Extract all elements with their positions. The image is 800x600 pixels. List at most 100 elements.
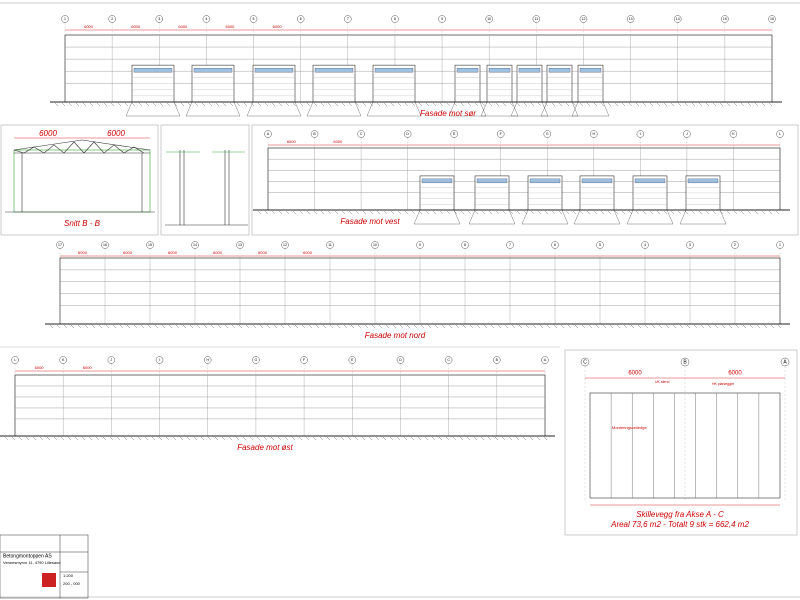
ground-hatch <box>586 102 591 107</box>
axis-label: 14 <box>676 17 680 21</box>
door-windows <box>254 68 294 73</box>
axis-label: D <box>399 358 402 362</box>
ground-hatch <box>441 324 446 329</box>
axis-bubble <box>686 241 694 249</box>
ground-hatch <box>707 324 712 329</box>
ground-hatch <box>74 436 79 441</box>
ground-hatch <box>494 436 499 441</box>
axis-bubble <box>626 15 635 23</box>
axis-label: 15 <box>723 17 727 21</box>
dimension-label: 6000 <box>107 129 125 138</box>
ground-hatch <box>418 210 423 215</box>
ground-hatch <box>467 102 472 107</box>
ground-hatch <box>284 436 289 441</box>
axis-label: C <box>447 358 450 362</box>
dimension-label: 6000 <box>123 250 133 255</box>
section-frame <box>0 124 159 236</box>
ground-hatch <box>376 102 381 107</box>
axis-label: A <box>267 132 270 136</box>
ground-hatch <box>558 102 563 107</box>
ground-hatch <box>719 102 724 107</box>
ground-hatch <box>238 324 243 329</box>
axis-bubble <box>444 356 453 364</box>
axis-bubble <box>191 241 199 249</box>
ground-hatch <box>60 436 65 441</box>
ground-hatch <box>495 102 500 107</box>
ground-hatch <box>382 436 387 441</box>
ground-hatch <box>397 102 402 107</box>
door-windows <box>634 178 666 184</box>
ground-hatch <box>355 102 360 107</box>
ground-hatch <box>126 324 131 329</box>
ground-hatch <box>775 210 780 215</box>
ground-hatch <box>663 102 668 107</box>
ground-hatch <box>315 324 320 329</box>
ground-hatch <box>607 210 612 215</box>
ground-hatch <box>180 102 185 107</box>
ground-hatch <box>327 210 332 215</box>
ground-hatch <box>168 324 173 329</box>
ground-hatch <box>137 436 142 441</box>
ground-hatch <box>481 210 486 215</box>
axis-label: 5 <box>253 17 255 21</box>
ground-hatch <box>700 324 705 329</box>
ground-hatch <box>565 210 570 215</box>
ground-hatch <box>341 102 346 107</box>
ground-hatch <box>593 210 598 215</box>
ground-hatch <box>165 436 170 441</box>
axis-label: 2 <box>734 243 736 247</box>
ground-hatch <box>733 210 738 215</box>
axis-bubble <box>310 130 319 138</box>
ground-hatch <box>399 324 404 329</box>
ground-hatch <box>459 436 464 441</box>
ground-hatch <box>306 210 311 215</box>
ground-hatch <box>537 210 542 215</box>
ground-hatch <box>595 324 600 329</box>
ground-hatch <box>593 102 598 107</box>
axis-bubble <box>461 241 469 249</box>
door-windows <box>374 68 414 73</box>
ground-hatch <box>677 210 682 215</box>
ground-hatch <box>292 102 297 107</box>
ground-hatch <box>630 324 635 329</box>
ground-hatch <box>390 210 395 215</box>
axis-label: F <box>500 132 502 136</box>
dimension-label: 6000 <box>39 129 57 138</box>
ground-hatch <box>579 210 584 215</box>
ground-hatch <box>319 436 324 441</box>
ground-hatch <box>544 102 549 107</box>
ground-hatch <box>574 324 579 329</box>
axis-bubble <box>56 241 64 249</box>
ground-hatch <box>362 210 367 215</box>
axis-label: D <box>406 132 409 136</box>
ground-hatch <box>271 102 276 107</box>
ground-hatch <box>637 324 642 329</box>
axis-bubble <box>636 130 645 138</box>
ground-hatch <box>242 436 247 441</box>
ground-hatch <box>159 102 164 107</box>
axis-label: 13 <box>238 243 242 247</box>
ground-hatch <box>63 324 68 329</box>
ground-hatch <box>207 436 212 441</box>
axis-bubble <box>296 15 305 23</box>
ground-hatch <box>656 102 661 107</box>
ground-hatch <box>277 436 282 441</box>
ground-hatch <box>336 324 341 329</box>
ground-hatch <box>663 210 668 215</box>
axis-label: K <box>732 132 735 136</box>
axis-bubble <box>721 15 729 23</box>
axis-bubble <box>155 356 164 364</box>
ground-hatch <box>761 210 766 215</box>
axis-bubble <box>300 356 308 364</box>
ground-hatch <box>705 210 710 215</box>
ground-hatch <box>509 102 514 107</box>
ground-hatch <box>221 436 226 441</box>
ground-hatch <box>46 436 51 441</box>
door-windows <box>314 68 354 73</box>
axis-label: 1 <box>779 243 781 247</box>
ground-hatch <box>312 436 317 441</box>
ground-hatch <box>392 324 397 329</box>
ground-hatch <box>658 324 663 329</box>
axis-bubble <box>403 130 412 138</box>
ground-hatch <box>649 210 654 215</box>
